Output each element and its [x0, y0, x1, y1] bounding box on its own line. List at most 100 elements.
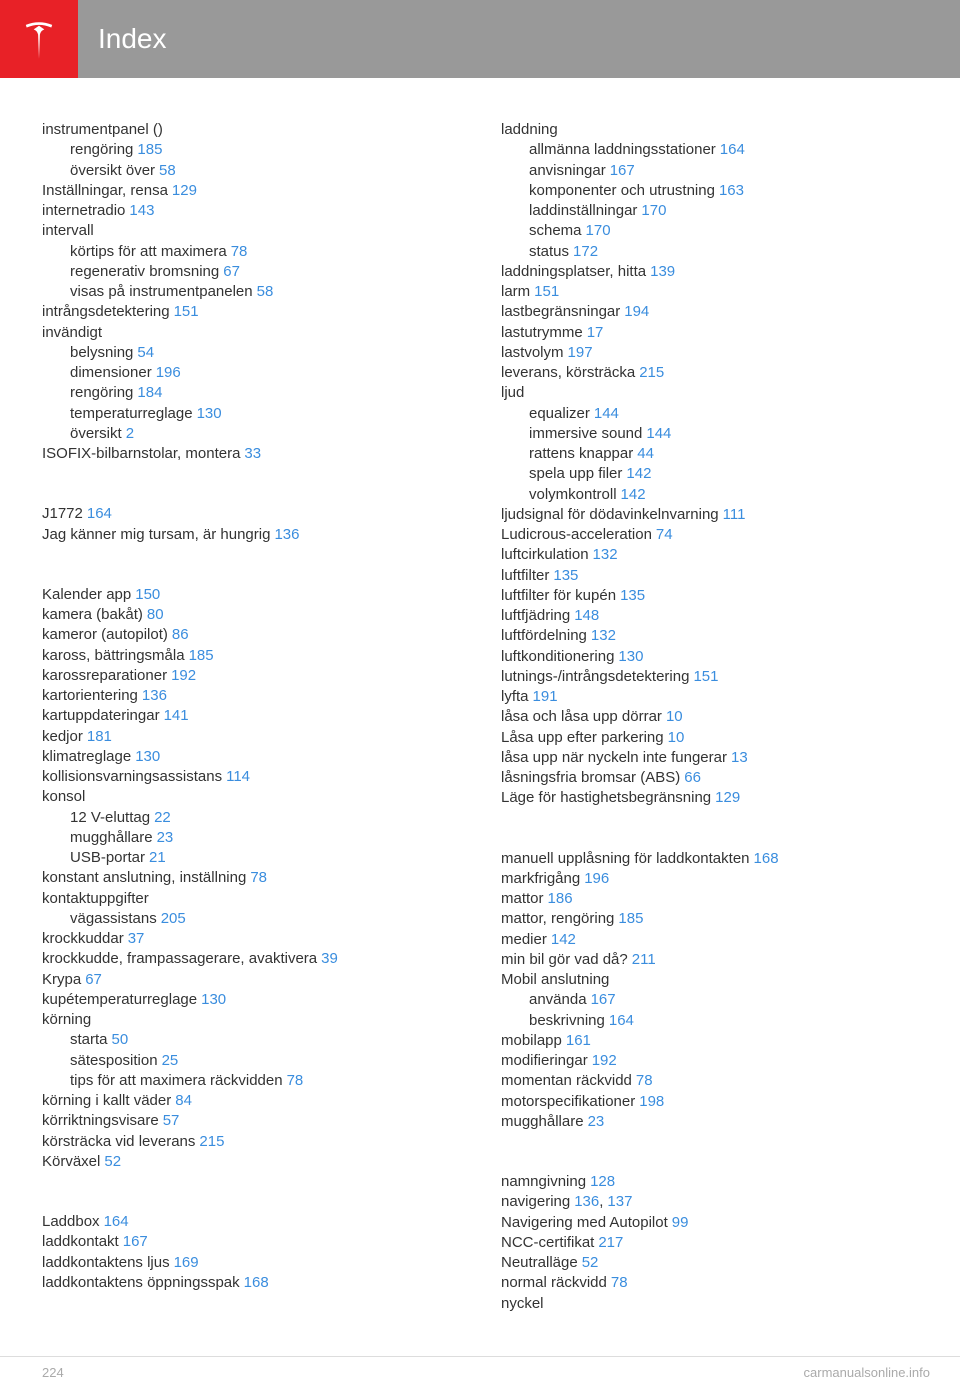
page-ref[interactable]: 150	[135, 586, 160, 603]
page-ref[interactable]: 52	[104, 1153, 121, 1170]
page-ref[interactable]: 198	[639, 1093, 664, 1110]
page-ref[interactable]: 2	[126, 425, 134, 442]
page-ref[interactable]: 17	[587, 324, 604, 341]
page-ref[interactable]: 78	[287, 1072, 304, 1089]
page-ref[interactable]: 167	[591, 991, 616, 1008]
page-ref[interactable]: 66	[684, 769, 701, 786]
page-ref[interactable]: 168	[754, 850, 779, 867]
page-ref[interactable]: 128	[590, 1173, 615, 1190]
page-ref[interactable]: 21	[149, 849, 166, 866]
index-term: instrumentpanel ()	[42, 121, 163, 138]
page-ref[interactable]: 192	[171, 667, 196, 684]
page-ref[interactable]: 52	[582, 1254, 599, 1271]
page-ref[interactable]: 161	[566, 1032, 591, 1049]
page-ref[interactable]: 185	[137, 141, 162, 158]
page-ref[interactable]: 197	[568, 344, 593, 361]
page-ref[interactable]: 192	[592, 1052, 617, 1069]
page-ref[interactable]: 205	[161, 910, 186, 927]
page-ref[interactable]: 148	[574, 607, 599, 624]
page-ref[interactable]: 130	[135, 748, 160, 765]
page-ref[interactable]: 217	[598, 1234, 623, 1251]
page-ref[interactable]: 196	[156, 364, 181, 381]
page-ref[interactable]: 23	[157, 829, 174, 846]
page-ref[interactable]: 132	[591, 627, 616, 644]
page-ref[interactable]: 99	[672, 1214, 689, 1231]
page-ref[interactable]: 142	[626, 465, 651, 482]
page-ref[interactable]: 114	[226, 768, 250, 785]
page-ref[interactable]: 164	[609, 1012, 634, 1029]
page-ref[interactable]: 84	[175, 1092, 192, 1109]
page-ref[interactable]: 44	[637, 445, 654, 462]
page-ref[interactable]: 54	[137, 344, 154, 361]
page-ref[interactable]: 80	[147, 606, 164, 623]
page-ref[interactable]: 78	[231, 243, 248, 260]
page-ref[interactable]: 50	[112, 1031, 129, 1048]
page-ref[interactable]: 23	[588, 1113, 605, 1130]
page-ref[interactable]: 136	[574, 1193, 599, 1210]
page-ref[interactable]: 33	[244, 445, 261, 462]
page-ref[interactable]: 13	[731, 749, 748, 766]
page-ref[interactable]: 67	[85, 971, 102, 988]
page-ref[interactable]: 215	[199, 1133, 224, 1150]
page-ref[interactable]: 130	[197, 405, 222, 422]
page-ref[interactable]: 169	[174, 1254, 199, 1271]
page-ref[interactable]: 151	[693, 668, 718, 685]
page-ref[interactable]: 151	[534, 283, 559, 300]
page-ref[interactable]: 136	[142, 687, 167, 704]
page-ref[interactable]: 181	[87, 728, 112, 745]
page-ref[interactable]: 129	[715, 789, 740, 806]
page-ref[interactable]: 136	[274, 526, 299, 543]
page-ref[interactable]: 130	[618, 648, 643, 665]
page-ref[interactable]: 78	[636, 1072, 653, 1089]
page-ref[interactable]: 135	[553, 567, 578, 584]
page-ref[interactable]: 39	[321, 950, 338, 967]
page-ref[interactable]: 67	[223, 263, 240, 280]
page-ref[interactable]: 78	[611, 1274, 628, 1291]
page-ref[interactable]: 132	[593, 546, 618, 563]
page-ref[interactable]: 10	[666, 708, 683, 725]
page-ref[interactable]: 164	[87, 505, 112, 522]
page-ref[interactable]: 143	[129, 202, 154, 219]
page-ref[interactable]: 167	[610, 162, 635, 179]
page-ref[interactable]: 139	[650, 263, 675, 280]
page-ref[interactable]: 185	[618, 910, 643, 927]
page-ref[interactable]: 74	[656, 526, 673, 543]
page-ref[interactable]: 194	[624, 303, 649, 320]
page-ref[interactable]: 57	[163, 1112, 180, 1129]
page-ref[interactable]: 186	[548, 890, 573, 907]
page-ref[interactable]: 129	[172, 182, 197, 199]
page-ref[interactable]: 151	[174, 303, 199, 320]
page-ref[interactable]: 25	[162, 1052, 179, 1069]
page-ref[interactable]: 196	[584, 870, 609, 887]
page-ref[interactable]: 144	[594, 405, 619, 422]
page-ref[interactable]: 130	[201, 991, 226, 1008]
page-ref[interactable]: 142	[551, 931, 576, 948]
page-ref[interactable]: 22	[154, 809, 171, 826]
page-ref[interactable]: 58	[257, 283, 274, 300]
page-ref[interactable]: 10	[668, 729, 685, 746]
page-ref[interactable]: 37	[128, 930, 145, 947]
page-ref[interactable]: 168	[244, 1274, 269, 1291]
page-ref[interactable]: 170	[641, 202, 666, 219]
page-ref[interactable]: 167	[123, 1233, 148, 1250]
page-ref[interactable]: 170	[586, 222, 611, 239]
page-ref[interactable]: 86	[172, 626, 189, 643]
page-ref[interactable]: 111	[723, 506, 746, 523]
page-ref[interactable]: 185	[189, 647, 214, 664]
page-ref[interactable]: 137	[607, 1193, 632, 1210]
page-ref[interactable]: 191	[533, 688, 558, 705]
page-ref[interactable]: 215	[639, 364, 664, 381]
page-ref[interactable]: 172	[573, 243, 598, 260]
page-ref[interactable]: 164	[104, 1213, 129, 1230]
page-ref[interactable]: 58	[159, 162, 176, 179]
page-ref[interactable]: 211	[632, 951, 656, 968]
page-ref[interactable]: 164	[720, 141, 745, 158]
page-ref[interactable]: 141	[164, 707, 189, 724]
page-ref[interactable]: 144	[646, 425, 671, 442]
index-term: körsträcka vid leverans	[42, 1133, 195, 1150]
page-ref[interactable]: 142	[621, 486, 646, 503]
page-ref[interactable]: 135	[620, 587, 645, 604]
page-ref[interactable]: 163	[719, 182, 744, 199]
page-ref[interactable]: 184	[137, 384, 162, 401]
page-ref[interactable]: 78	[250, 869, 267, 886]
